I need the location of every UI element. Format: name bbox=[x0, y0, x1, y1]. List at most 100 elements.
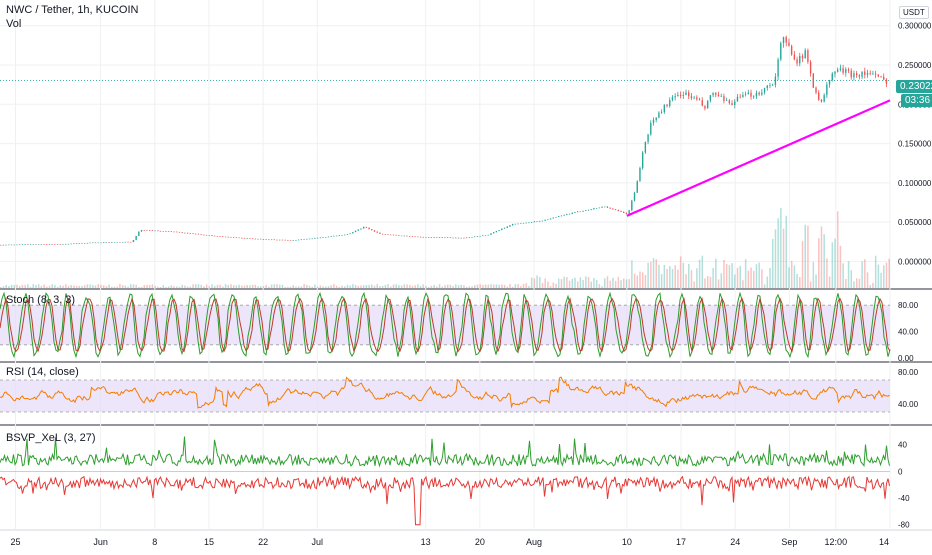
candle-body bbox=[560, 215, 563, 217]
candle-body bbox=[314, 238, 316, 239]
volume-bar bbox=[246, 285, 248, 288]
volume-bar bbox=[530, 277, 533, 288]
candle-body bbox=[16, 244, 18, 246]
volume-bar bbox=[853, 281, 855, 288]
y-tick-label: 0.300000 bbox=[898, 22, 932, 31]
candle-body bbox=[92, 242, 94, 244]
candle-body bbox=[693, 97, 695, 99]
volume-bar bbox=[89, 284, 91, 288]
volume-bar bbox=[140, 286, 143, 288]
candle-body bbox=[788, 42, 790, 47]
candle-body bbox=[744, 94, 747, 95]
volume-bar bbox=[782, 228, 785, 288]
candle-body bbox=[205, 234, 208, 236]
candle-body bbox=[761, 92, 763, 95]
volume-bar bbox=[35, 285, 37, 288]
volume-bar bbox=[436, 286, 438, 288]
volume-bar bbox=[78, 285, 81, 288]
candle-body bbox=[227, 236, 229, 238]
volume-bar bbox=[617, 277, 620, 288]
candle-body bbox=[509, 225, 511, 227]
volume-bar bbox=[482, 284, 484, 288]
volume-bar bbox=[132, 284, 135, 288]
candle-body bbox=[620, 210, 622, 212]
volume-bar bbox=[29, 286, 32, 288]
candle-body bbox=[674, 96, 676, 98]
candle-body bbox=[159, 230, 162, 232]
volume-bar bbox=[866, 272, 869, 288]
candle-body bbox=[658, 112, 660, 118]
volume-bar bbox=[750, 267, 752, 288]
candle-body bbox=[35, 244, 37, 245]
volume-bar bbox=[92, 285, 94, 288]
candle-body bbox=[520, 223, 522, 225]
candle-body bbox=[81, 243, 83, 244]
volume-bar bbox=[371, 284, 373, 288]
volume-bar bbox=[113, 286, 116, 288]
volume-bar bbox=[631, 260, 633, 288]
volume-bar bbox=[528, 285, 530, 288]
candle-body bbox=[690, 96, 693, 99]
volume-bar bbox=[704, 278, 706, 288]
x-tick-label: 14 bbox=[879, 537, 889, 547]
volume-bar bbox=[105, 286, 108, 288]
volume-bar bbox=[165, 286, 167, 288]
candle-body bbox=[165, 231, 167, 232]
candle-body bbox=[823, 95, 825, 102]
candle-body bbox=[368, 227, 370, 230]
volume-bar bbox=[232, 285, 235, 288]
candle-body bbox=[552, 217, 554, 219]
candle-body bbox=[371, 229, 373, 231]
candle-body bbox=[132, 240, 135, 242]
volume-bar bbox=[685, 274, 687, 288]
candle-body bbox=[604, 206, 606, 208]
candle-body bbox=[742, 94, 744, 98]
candle-body bbox=[566, 214, 568, 215]
candle-body bbox=[582, 210, 584, 212]
candle-body bbox=[67, 243, 70, 245]
volume-bar bbox=[381, 285, 384, 288]
x-tick-label: 10 bbox=[622, 537, 632, 547]
volume-bar bbox=[828, 276, 831, 288]
volume-bar bbox=[409, 284, 411, 288]
candle-body bbox=[663, 104, 666, 113]
symbol-title: NWC / Tether, 1h, KUCOIN bbox=[6, 4, 139, 16]
candle-body bbox=[146, 230, 148, 231]
volume-bar bbox=[612, 277, 614, 288]
candle-body bbox=[316, 237, 319, 239]
candle-body bbox=[471, 237, 473, 238]
y-tick-label: 0.050000 bbox=[898, 218, 932, 227]
volume-bar bbox=[834, 238, 836, 288]
candle-body bbox=[498, 230, 500, 231]
candle-body bbox=[392, 234, 395, 236]
volume-bar bbox=[195, 284, 197, 288]
candle-body bbox=[327, 236, 330, 238]
volume-bar bbox=[888, 258, 890, 288]
stoch-band bbox=[0, 305, 890, 345]
candle-body bbox=[349, 233, 351, 235]
volume-bar bbox=[438, 284, 441, 288]
volume-bar bbox=[398, 285, 400, 288]
candle-body bbox=[815, 87, 817, 93]
currency-button[interactable]: USDT bbox=[899, 6, 929, 19]
volume-bar bbox=[135, 284, 137, 288]
x-tick-label: 24 bbox=[730, 537, 740, 547]
volume-bar bbox=[536, 275, 538, 288]
candle-body bbox=[46, 244, 48, 245]
volume-bar bbox=[127, 286, 129, 288]
candle-body bbox=[173, 231, 175, 233]
volume-bar bbox=[552, 282, 555, 288]
volume-bar bbox=[306, 284, 308, 288]
volume-bar bbox=[639, 271, 641, 288]
candle-body bbox=[10, 244, 13, 246]
volume-bar bbox=[46, 286, 48, 288]
candle-body bbox=[325, 237, 327, 238]
y-tick-label: 0.000000 bbox=[898, 257, 932, 266]
candle-body bbox=[571, 212, 573, 214]
candle-body bbox=[785, 37, 787, 43]
candle-body bbox=[503, 227, 506, 229]
candle-body bbox=[148, 230, 151, 231]
candle-body bbox=[636, 181, 638, 193]
candle-body bbox=[330, 236, 332, 237]
